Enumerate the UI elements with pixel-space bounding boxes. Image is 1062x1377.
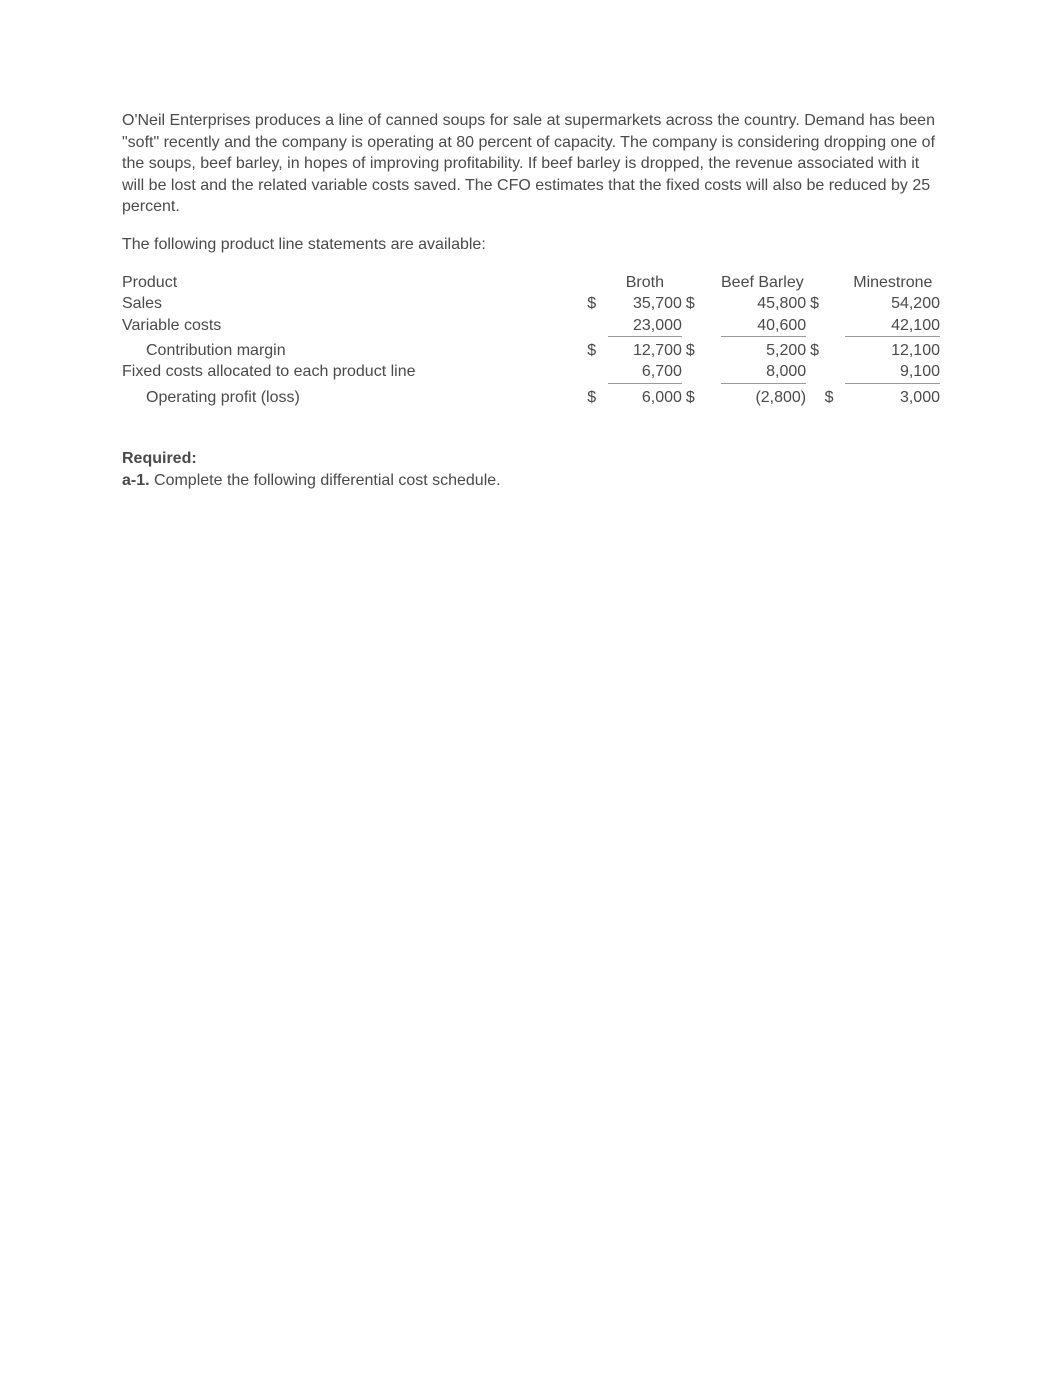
required-heading: Required: [122,448,940,470]
currency-symbol: $ [587,387,608,409]
broth-value: 35,700 [608,293,682,315]
header-beef-barley: Beef Barley [721,272,806,294]
header-minestrone: Minestrone [845,272,940,294]
requirement-a1-text: Complete the following differential cost… [150,472,501,489]
beef-barley-value: 45,800 [721,293,806,315]
currency-symbol: $ [682,340,701,362]
row-label: Contribution margin [122,340,587,362]
currency-symbol: $ [806,340,825,362]
beef-barley-value: 8,000 [721,361,806,383]
broth-value: 23,000 [608,315,682,337]
broth-value: 6,700 [608,361,682,383]
table-row: Contribution margin $ 12,700 $ 5,200 $ 1… [122,340,940,362]
requirement-a1: a-1. Complete the following differential… [122,470,940,492]
beef-barley-value: 5,200 [721,340,806,362]
row-label: Fixed costs allocated to each product li… [122,361,587,383]
minestrone-value: 9,100 [845,361,940,383]
table-row: Fixed costs allocated to each product li… [122,361,940,383]
intro-paragraph-1: O'Neil Enterprises produces a line of ca… [122,110,940,218]
currency-symbol: $ [587,293,608,315]
product-line-table: Product Broth Beef Barley Minestrone Sal… [122,272,940,409]
currency-symbol: $ [587,340,608,362]
row-label: Sales [122,293,587,315]
beef-barley-value: (2,800) [721,387,806,409]
table-row: Sales $ 35,700 $ 45,800 $ 54,200 [122,293,940,315]
broth-value: 12,700 [608,340,682,362]
currency-symbol: $ [682,293,701,315]
intro-paragraph-2: The following product line statements ar… [122,234,940,256]
requirement-a1-prefix: a-1. [122,472,150,489]
currency-symbol: $ [806,293,825,315]
table-row: Variable costs 23,000 40,600 42,100 [122,315,940,337]
table-header-row: Product Broth Beef Barley Minestrone [122,272,940,294]
header-product: Product [122,272,587,294]
broth-value: 6,000 [608,387,682,409]
beef-barley-value: 40,600 [721,315,806,337]
minestrone-value: 3,000 [845,387,940,409]
table-row: Operating profit (loss) $ 6,000 $ (2,800… [122,387,940,409]
row-label: Variable costs [122,315,587,337]
currency-symbol: $ [682,387,701,409]
row-label: Operating profit (loss) [122,387,587,409]
currency-symbol: $ [825,387,846,409]
minestrone-value: 42,100 [845,315,940,337]
minestrone-value: 12,100 [845,340,940,362]
header-broth: Broth [608,272,682,294]
minestrone-value: 54,200 [845,293,940,315]
